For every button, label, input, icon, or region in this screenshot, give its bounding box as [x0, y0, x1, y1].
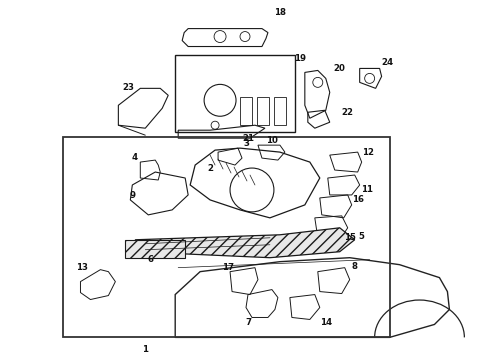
Text: 14: 14 — [319, 318, 332, 327]
Text: 4: 4 — [131, 153, 137, 162]
Text: 13: 13 — [76, 263, 89, 272]
Text: 20: 20 — [334, 64, 345, 73]
Text: 8: 8 — [352, 262, 358, 271]
Polygon shape — [135, 228, 355, 258]
Text: 1: 1 — [142, 345, 148, 354]
Text: 16: 16 — [352, 195, 364, 204]
Text: 6: 6 — [147, 255, 153, 264]
Text: 21: 21 — [242, 134, 254, 143]
Text: 24: 24 — [382, 58, 393, 67]
Text: 10: 10 — [266, 136, 278, 145]
Text: 22: 22 — [342, 108, 354, 117]
Text: 11: 11 — [361, 185, 373, 194]
Text: 7: 7 — [245, 318, 251, 327]
Text: 23: 23 — [122, 83, 134, 92]
Text: 3: 3 — [243, 139, 249, 148]
Text: 12: 12 — [362, 148, 374, 157]
Bar — [63, 137, 390, 337]
Bar — [240, 97, 252, 125]
Text: 15: 15 — [344, 233, 356, 242]
Text: 9: 9 — [129, 192, 135, 201]
Text: 5: 5 — [359, 232, 365, 241]
Text: 18: 18 — [274, 8, 286, 17]
Text: 17: 17 — [222, 263, 234, 272]
Bar — [257, 97, 269, 125]
Text: 19: 19 — [294, 54, 306, 63]
Polygon shape — [125, 240, 185, 258]
Text: 2: 2 — [207, 163, 213, 172]
Bar — [274, 97, 286, 125]
